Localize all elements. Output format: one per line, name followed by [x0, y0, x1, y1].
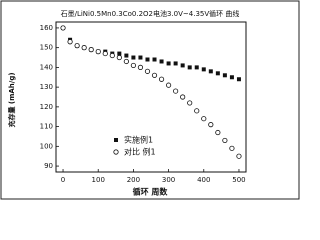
- point: [187, 100, 193, 106]
- point: [201, 116, 207, 122]
- point: [173, 61, 178, 66]
- point: [180, 63, 185, 68]
- y-tick-label: 130: [40, 83, 53, 91]
- point: [158, 76, 165, 82]
- point: [131, 55, 136, 60]
- point: [116, 54, 122, 61]
- point: [138, 55, 143, 60]
- plot-frame: [55, 21, 247, 173]
- point: [152, 57, 157, 62]
- point: [229, 75, 234, 80]
- y-tick-label: 160: [40, 24, 53, 32]
- y-tick-label: 110: [40, 123, 53, 131]
- y-axis-label: 充存量 (mAh/g): [7, 72, 16, 127]
- point: [117, 51, 122, 56]
- point: [81, 45, 87, 51]
- x-tick-label: 500: [232, 176, 245, 184]
- point: [180, 94, 186, 100]
- point: [215, 129, 221, 136]
- point: [208, 69, 213, 74]
- point: [144, 68, 151, 74]
- chart: 石墨/LiNi0.5Mn0.3Co0.2O2电池3.0V~4.35V循环 曲线 …: [0, 0, 300, 200]
- point: [222, 137, 228, 144]
- point: [229, 145, 235, 151]
- point: [194, 108, 200, 114]
- point: [145, 57, 150, 62]
- legend-label: 实施例1: [124, 135, 153, 145]
- point: [159, 59, 164, 64]
- point: [123, 58, 129, 65]
- point: [60, 25, 66, 31]
- point: [109, 52, 115, 59]
- point: [130, 62, 137, 69]
- point: [173, 88, 179, 94]
- x-tick-label: 200: [127, 176, 140, 184]
- y-tick-label: 140: [40, 63, 53, 71]
- legend-marker: [114, 138, 118, 142]
- y-tick-label: 150: [40, 44, 53, 52]
- x-tick-label: 0: [61, 176, 65, 184]
- point: [124, 53, 129, 58]
- y-tick-label: 100: [40, 142, 53, 150]
- x-tick-label: 300: [162, 176, 175, 184]
- point: [194, 65, 199, 70]
- point: [102, 50, 108, 57]
- y-tick-label: 90: [44, 162, 53, 170]
- point: [208, 122, 214, 128]
- y-tick-label: 120: [40, 103, 53, 111]
- point: [215, 71, 220, 76]
- x-tick-label: 100: [92, 176, 105, 184]
- x-tick-label: 400: [197, 176, 210, 184]
- point: [67, 39, 73, 45]
- chart-title: 石墨/LiNi0.5Mn0.3Co0.2O2电池3.0V~4.35V循环 曲线: [61, 9, 240, 18]
- point: [165, 82, 172, 88]
- point: [137, 64, 144, 70]
- point: [88, 47, 94, 53]
- legend-marker: [113, 149, 119, 155]
- point: [236, 153, 242, 159]
- x-axis-label: 循环 周数: [132, 187, 169, 197]
- outer-frame: [0, 0, 300, 200]
- point: [151, 72, 158, 78]
- point: [222, 73, 227, 78]
- point: [95, 49, 101, 55]
- legend-label: 对比 例1: [124, 147, 156, 157]
- point: [187, 65, 192, 70]
- point: [236, 77, 241, 82]
- point: [166, 61, 171, 66]
- point: [201, 67, 206, 72]
- point: [74, 43, 80, 49]
